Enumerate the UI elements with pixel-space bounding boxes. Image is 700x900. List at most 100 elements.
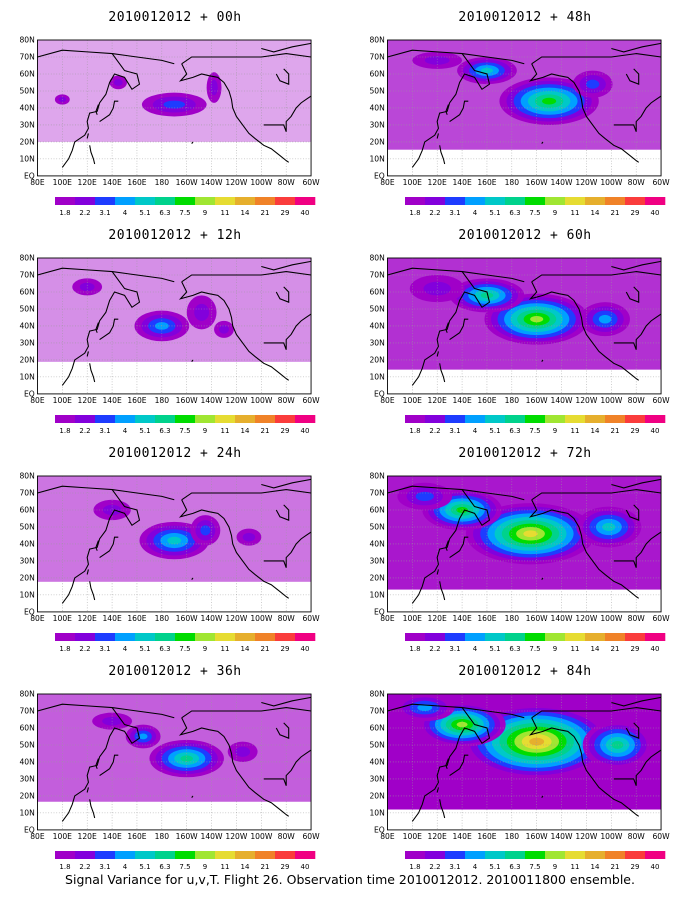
lon-tick-label: 160E [477, 832, 496, 841]
colorbar-swatch [235, 633, 256, 641]
lat-tick-label: 70N [369, 489, 384, 498]
colorbar-swatch [645, 633, 666, 641]
colorbar-label: 7.5 [529, 427, 540, 435]
coastline [178, 717, 290, 817]
colorbar-label: 9 [553, 863, 557, 871]
colorbar-swatch [275, 633, 296, 641]
lon-tick-label: 120E [78, 396, 97, 405]
coastline [99, 318, 119, 340]
colorbar-swatch [585, 415, 606, 423]
colorbar-swatch [485, 415, 506, 423]
lat-tick-label: 30N [369, 121, 384, 130]
coastline [99, 754, 119, 776]
lon-tick-label: 160E [477, 396, 496, 405]
lon-tick-label: 180 [505, 178, 520, 187]
coastline [531, 271, 662, 283]
colorbar-swatch [295, 415, 316, 423]
lat-tick-label: EQ [374, 390, 385, 399]
coastline [261, 696, 312, 707]
contour-fill [163, 100, 186, 109]
lon-tick-label: 80W [628, 178, 646, 187]
coastline [37, 485, 175, 501]
lon-tick-label: 140E [102, 832, 121, 841]
lat-tick-label: 50N [369, 741, 384, 750]
colorbar-swatch [115, 415, 136, 423]
panel-title: 2010012012 + 00h [108, 10, 242, 25]
colorbar-swatch [55, 197, 76, 205]
panel-12h: 2010012012 + 12h 80N 70N 60N 50N 40N 30N 20N 10N… [0, 218, 350, 440]
panel-0h: 2010012012 + 00h 80N 70N 60N 50N 40N 30N 20N 10N… [0, 0, 350, 222]
colorbar-swatch [215, 633, 236, 641]
coastline [436, 351, 439, 357]
coastline [99, 536, 119, 558]
lon-tick-label: 100E [53, 178, 72, 187]
lat-tick-label: 70N [19, 53, 34, 62]
lon-tick-label: 120E [428, 396, 447, 405]
lat-tick-label: 80N [19, 690, 34, 699]
lat-tick-label: 10N [369, 373, 384, 382]
lon-tick-label: 100E [403, 178, 422, 187]
colorbar-label: 21 [261, 863, 270, 871]
colorbar-label: 2.2 [429, 427, 440, 435]
lon-tick-label: 80E [380, 396, 395, 405]
colorbar-label: 6.3 [159, 209, 170, 217]
lon-tick-label: 60W [302, 832, 320, 841]
lon-tick-label: 160W [526, 832, 548, 841]
colorbar-swatch [565, 851, 586, 859]
colorbar-swatch [135, 633, 156, 641]
lon-tick-label: 100W [600, 614, 622, 623]
colorbar-label: 1.8 [409, 645, 420, 653]
lat-tick-label: 50N [19, 87, 34, 96]
lon-tick-label: 120W [575, 614, 597, 623]
coastline [449, 100, 469, 122]
coastline [439, 145, 446, 165]
lon-tick-label: 160W [526, 396, 548, 405]
coastline [625, 68, 640, 85]
colorbar-label: 29 [631, 427, 640, 435]
coastline [531, 489, 662, 501]
colorbar-swatch [215, 197, 236, 205]
lat-tick-label: 70N [369, 53, 384, 62]
coastline [613, 313, 662, 350]
lon-tick-label: 160W [176, 396, 198, 405]
lon-tick-label: 140E [452, 178, 471, 187]
colorbar-label: 29 [281, 427, 290, 435]
colorbar-label: 1.8 [409, 863, 420, 871]
lat-tick-label: 10N [19, 155, 34, 164]
coastline [37, 49, 175, 65]
lon-tick-label: 120W [225, 832, 247, 841]
coastline [178, 63, 290, 163]
coastline [263, 531, 312, 568]
contour-fill [523, 530, 538, 538]
lon-tick-label: 120E [78, 178, 97, 187]
lat-tick-label: 70N [369, 707, 384, 716]
lat-tick-label: 20N [19, 792, 34, 801]
coastline [275, 286, 290, 303]
lat-tick-label: 60N [19, 506, 34, 515]
colorbar-label: 6.3 [509, 209, 520, 217]
colorbar-swatch [425, 415, 446, 423]
contour-fill [218, 325, 229, 334]
colorbar-label: 3.1 [449, 863, 460, 871]
lon-tick-label: 160E [127, 396, 146, 405]
lon-tick-label: 80E [30, 832, 45, 841]
coastline [625, 504, 640, 521]
coastline [436, 569, 439, 575]
colorbar-swatch [275, 197, 296, 205]
lon-tick-label: 160W [176, 178, 198, 187]
panel-60h: 2010012012 + 60h 80N 70N 60N 50N 40N 30N 20N 10N… [350, 218, 700, 440]
coastline [411, 707, 491, 822]
lon-tick-label: 100W [250, 832, 272, 841]
colorbar-label: 2.2 [429, 209, 440, 217]
lon-tick-label: 100W [250, 396, 272, 405]
colorbar-label: 14 [591, 427, 600, 435]
colorbar-label: 11 [221, 209, 230, 217]
lat-tick-label: EQ [24, 390, 35, 399]
colorbar-swatch [405, 197, 426, 205]
coastline [611, 260, 662, 271]
colorbar-label: 11 [221, 427, 230, 435]
colorbar-label: 5.1 [489, 427, 500, 435]
colorbar-label: 1.8 [409, 209, 420, 217]
panel-title: 2010012012 + 72h [458, 446, 592, 461]
